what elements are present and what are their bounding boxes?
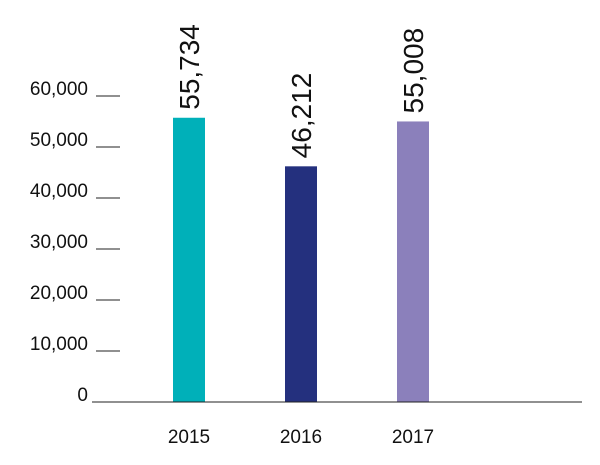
- x-axis-labels: 2015 2016 2017: [168, 427, 434, 448]
- bar-2017: [397, 121, 429, 402]
- y-tick-label: 20,000: [30, 283, 88, 304]
- y-tick-label: 40,000: [30, 181, 88, 202]
- bar-2015: [173, 117, 205, 403]
- bar-value-label: 46,212: [286, 73, 317, 159]
- x-tick-label: 2015: [168, 427, 210, 448]
- bar-value-label: 55,008: [398, 28, 429, 114]
- y-tick-label: 60,000: [30, 79, 88, 100]
- bar-series: [173, 117, 429, 403]
- bar-value-label: 55,734: [174, 24, 205, 110]
- y-tick-label: 0: [77, 385, 88, 406]
- bar-2016: [285, 166, 317, 402]
- x-tick-label: 2016: [280, 427, 322, 448]
- x-tick-label: 2017: [392, 427, 434, 448]
- y-axis: 0 10,000 20,000 30,000 40,000 50,000 60,000: [30, 79, 120, 406]
- value-labels: 55,734 46,212 55,008: [174, 24, 429, 158]
- y-tick-label: 30,000: [30, 232, 88, 253]
- y-tick-label: 10,000: [30, 334, 88, 355]
- y-tick-label: 50,000: [30, 130, 88, 151]
